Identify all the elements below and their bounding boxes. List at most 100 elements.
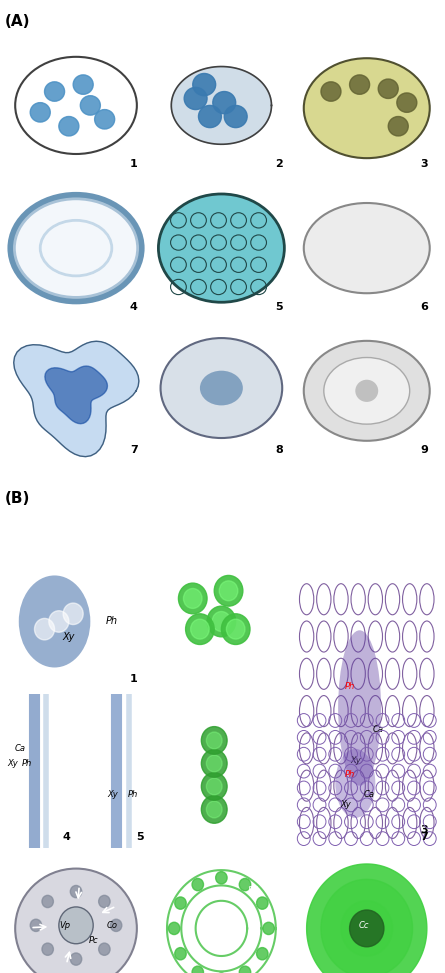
Ellipse shape — [200, 371, 243, 406]
Circle shape — [175, 948, 186, 959]
Circle shape — [70, 953, 82, 965]
Circle shape — [216, 872, 227, 883]
Text: Xy: Xy — [8, 759, 18, 768]
Circle shape — [206, 801, 222, 818]
Polygon shape — [307, 864, 427, 973]
Circle shape — [44, 82, 65, 101]
Text: Xy: Xy — [340, 801, 351, 810]
Ellipse shape — [335, 749, 375, 818]
Text: (A): (A) — [4, 15, 30, 29]
Circle shape — [198, 105, 222, 127]
Circle shape — [224, 105, 247, 127]
Polygon shape — [14, 342, 139, 456]
Text: 5: 5 — [275, 302, 283, 312]
Ellipse shape — [158, 194, 284, 303]
Text: 8: 8 — [275, 445, 283, 454]
Circle shape — [99, 943, 110, 955]
Circle shape — [99, 895, 110, 908]
Circle shape — [206, 732, 222, 749]
Text: Xy: Xy — [107, 790, 118, 799]
Circle shape — [355, 379, 378, 402]
Circle shape — [350, 75, 370, 94]
Text: 7: 7 — [421, 832, 428, 842]
Circle shape — [186, 614, 214, 644]
Ellipse shape — [161, 338, 282, 438]
Ellipse shape — [15, 869, 137, 973]
Circle shape — [190, 619, 209, 639]
Circle shape — [222, 614, 250, 644]
Circle shape — [63, 603, 83, 625]
Circle shape — [80, 95, 101, 115]
Text: 3: 3 — [421, 160, 428, 169]
Circle shape — [239, 879, 251, 890]
Circle shape — [42, 895, 53, 908]
Text: Ph: Ph — [344, 770, 355, 778]
Circle shape — [70, 885, 82, 898]
Text: Ph: Ph — [344, 682, 355, 691]
Text: Ph: Ph — [128, 790, 138, 799]
Circle shape — [257, 948, 268, 959]
Circle shape — [201, 773, 227, 800]
Circle shape — [73, 75, 93, 94]
Circle shape — [212, 611, 231, 631]
Text: Ph: Ph — [22, 759, 32, 768]
Circle shape — [193, 74, 216, 95]
Text: 2: 2 — [275, 160, 283, 169]
Circle shape — [213, 91, 236, 114]
Circle shape — [257, 897, 268, 909]
Circle shape — [192, 966, 203, 973]
Circle shape — [207, 606, 236, 636]
Circle shape — [49, 611, 69, 632]
Circle shape — [378, 79, 398, 98]
Text: 4: 4 — [129, 302, 138, 312]
Ellipse shape — [304, 58, 430, 159]
Ellipse shape — [324, 357, 410, 424]
Circle shape — [42, 943, 53, 955]
Text: 3: 3 — [421, 825, 428, 836]
Text: 6: 6 — [421, 302, 428, 312]
Circle shape — [206, 755, 222, 772]
Circle shape — [35, 619, 55, 640]
Circle shape — [388, 117, 408, 136]
Circle shape — [59, 907, 93, 944]
Text: 9: 9 — [421, 445, 428, 454]
Text: Xy: Xy — [63, 631, 75, 642]
Circle shape — [30, 102, 50, 122]
Polygon shape — [321, 880, 413, 973]
Polygon shape — [45, 366, 107, 423]
Circle shape — [206, 778, 222, 795]
Circle shape — [239, 966, 251, 973]
Ellipse shape — [304, 203, 430, 293]
Circle shape — [263, 922, 275, 934]
Text: Xy: Xy — [350, 756, 361, 766]
Text: 6: 6 — [275, 832, 283, 842]
Circle shape — [59, 117, 79, 136]
Text: 5: 5 — [136, 832, 143, 842]
Circle shape — [227, 619, 245, 639]
Polygon shape — [171, 66, 271, 144]
Text: (B): (B) — [4, 491, 30, 506]
Text: 1: 1 — [130, 160, 138, 169]
Circle shape — [321, 82, 341, 101]
Text: 4: 4 — [63, 832, 71, 842]
Circle shape — [184, 88, 207, 110]
Polygon shape — [341, 901, 392, 956]
Text: Cc: Cc — [359, 920, 369, 930]
Text: Ph: Ph — [106, 617, 118, 627]
Circle shape — [110, 919, 122, 931]
Text: 2: 2 — [275, 674, 283, 684]
Text: Vp: Vp — [59, 920, 70, 930]
Text: 7: 7 — [130, 445, 138, 454]
Circle shape — [201, 727, 227, 754]
Ellipse shape — [304, 341, 430, 441]
Text: Ca: Ca — [15, 743, 26, 752]
Circle shape — [397, 92, 417, 112]
Circle shape — [183, 589, 202, 608]
Ellipse shape — [13, 198, 139, 299]
Circle shape — [192, 879, 203, 890]
Circle shape — [201, 796, 227, 823]
Circle shape — [175, 897, 186, 909]
Circle shape — [30, 919, 42, 931]
Ellipse shape — [338, 631, 381, 785]
Text: Ed: Ed — [247, 885, 258, 894]
